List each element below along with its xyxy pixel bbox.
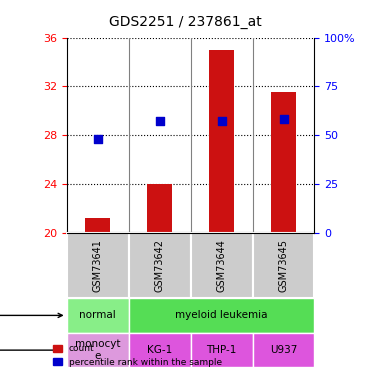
- FancyBboxPatch shape: [252, 333, 314, 368]
- Point: [95, 136, 101, 142]
- Text: U937: U937: [270, 345, 297, 355]
- Point: [280, 116, 286, 122]
- Text: GDS2251 / 237861_at: GDS2251 / 237861_at: [109, 15, 261, 29]
- Point: [219, 117, 225, 123]
- Text: myeloid leukemia: myeloid leukemia: [175, 310, 268, 320]
- Legend: count, percentile rank within the sample: count, percentile rank within the sample: [49, 341, 225, 370]
- Bar: [271, 93, 296, 233]
- Bar: [85, 218, 110, 233]
- FancyBboxPatch shape: [67, 233, 129, 298]
- Text: THP-1: THP-1: [206, 345, 237, 355]
- Text: GSM73641: GSM73641: [92, 239, 102, 292]
- FancyBboxPatch shape: [252, 233, 314, 298]
- Text: GSM73644: GSM73644: [216, 239, 226, 292]
- FancyBboxPatch shape: [129, 233, 191, 298]
- Text: GSM73642: GSM73642: [155, 239, 165, 292]
- FancyBboxPatch shape: [129, 333, 191, 368]
- Point: [157, 117, 162, 123]
- Text: monocyt
e: monocyt e: [75, 339, 120, 361]
- FancyBboxPatch shape: [67, 298, 129, 333]
- Text: normal: normal: [79, 310, 116, 320]
- Text: KG-1: KG-1: [147, 345, 172, 355]
- FancyBboxPatch shape: [191, 333, 252, 368]
- Text: cell line: cell line: [0, 345, 62, 355]
- Bar: [209, 50, 234, 233]
- FancyBboxPatch shape: [67, 333, 129, 368]
- FancyBboxPatch shape: [191, 233, 252, 298]
- Text: disease state: disease state: [0, 310, 62, 320]
- Text: GSM73645: GSM73645: [279, 239, 289, 292]
- FancyBboxPatch shape: [129, 298, 314, 333]
- Bar: [147, 184, 172, 233]
